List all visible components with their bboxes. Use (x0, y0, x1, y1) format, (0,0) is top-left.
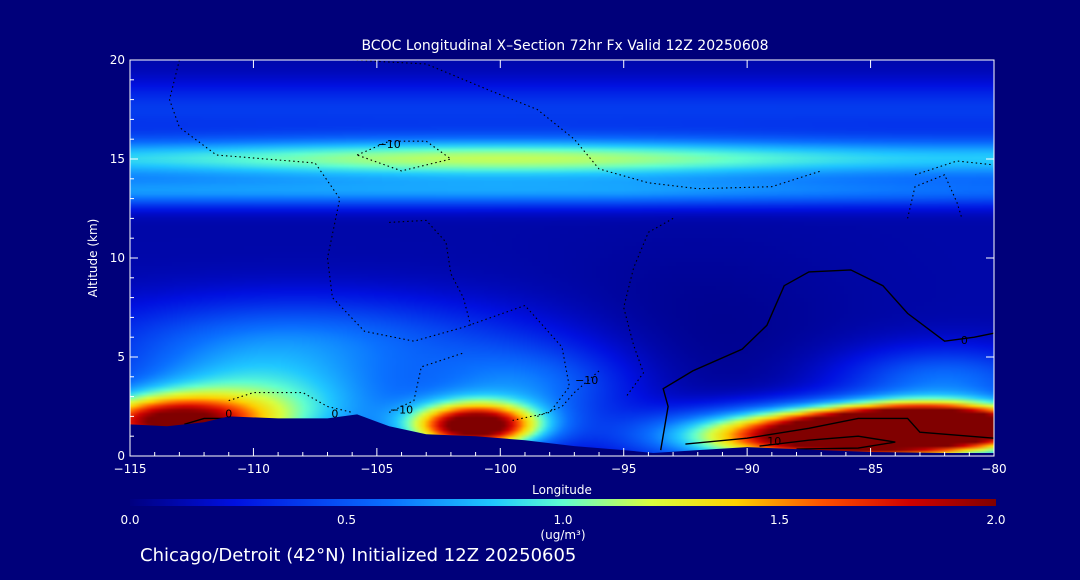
contour-label: −10 (378, 138, 401, 151)
contour-label: −10 (575, 374, 598, 387)
y-tick-label: 5 (117, 350, 125, 364)
contour-line-dotted (389, 219, 472, 326)
contour-lines (168, 60, 994, 451)
contour-label: 0 (961, 334, 968, 347)
contour-line-solid (184, 417, 224, 425)
contour-line-dotted (623, 217, 674, 397)
colorbar-ticks: 0.0 0.5 1.0 1.5 2.0 (120, 513, 1005, 527)
plot-area: −10 0 0 −10 −10 0 10 (130, 60, 994, 456)
contour-line-dotted (388, 352, 464, 413)
terrain (130, 414, 994, 456)
y-axis: 0 5 10 15 20 (110, 53, 994, 463)
contour-line-solid (660, 269, 994, 451)
y-tick-label: 10 (110, 251, 125, 265)
contour-line-solid (759, 435, 896, 450)
x-tick-label: −110 (237, 462, 270, 476)
x-tick-label: −105 (360, 462, 393, 476)
colorbar-tick-label: 0.0 (120, 513, 139, 527)
colorbar-tick-label: 0.5 (337, 513, 356, 527)
contour-label: 10 (767, 435, 781, 448)
concentration-field (130, 60, 994, 456)
footnote: Chicago/Detroit (42°N) Initialized 12Z 2… (140, 545, 576, 566)
contour-labels: −10 0 0 −10 −10 0 10 (225, 138, 968, 448)
colorbar-tick-label: 2.0 (986, 513, 1005, 527)
y-tick-label: 15 (110, 152, 125, 166)
contour-line-solid (685, 417, 994, 445)
colorbar-tick-label: 1.0 (553, 513, 572, 527)
x-tick-label: −100 (484, 462, 517, 476)
colorbar-tick-label: 1.5 (770, 513, 789, 527)
x-tick-label: −80 (981, 462, 1006, 476)
contour-line-dotted (907, 174, 963, 219)
x-tick-label: −115 (114, 462, 147, 476)
contour-label: −10 (390, 404, 413, 417)
x-axis: −115 −110 −105 −100 −95 −90 −85 −80 (114, 60, 1007, 476)
y-tick-label: 0 (117, 449, 125, 463)
y-axis-label: Altitude (km) (86, 219, 100, 298)
colorbar-unit: (ug/m³) (540, 528, 585, 542)
contour-label: 0 (225, 407, 232, 420)
x-tick-label: −90 (734, 462, 759, 476)
contour-label: 0 (331, 407, 338, 420)
x-axis-label: Longitude (532, 483, 592, 497)
chart-title: BCOC Longitudinal X–Section 72hr Fx Vali… (361, 38, 768, 54)
y-tick-label: 20 (110, 53, 125, 67)
x-tick-label: −85 (858, 462, 883, 476)
colorbar (130, 499, 996, 506)
x-tick-label: −95 (611, 462, 636, 476)
contour-line-dotted (914, 160, 994, 176)
